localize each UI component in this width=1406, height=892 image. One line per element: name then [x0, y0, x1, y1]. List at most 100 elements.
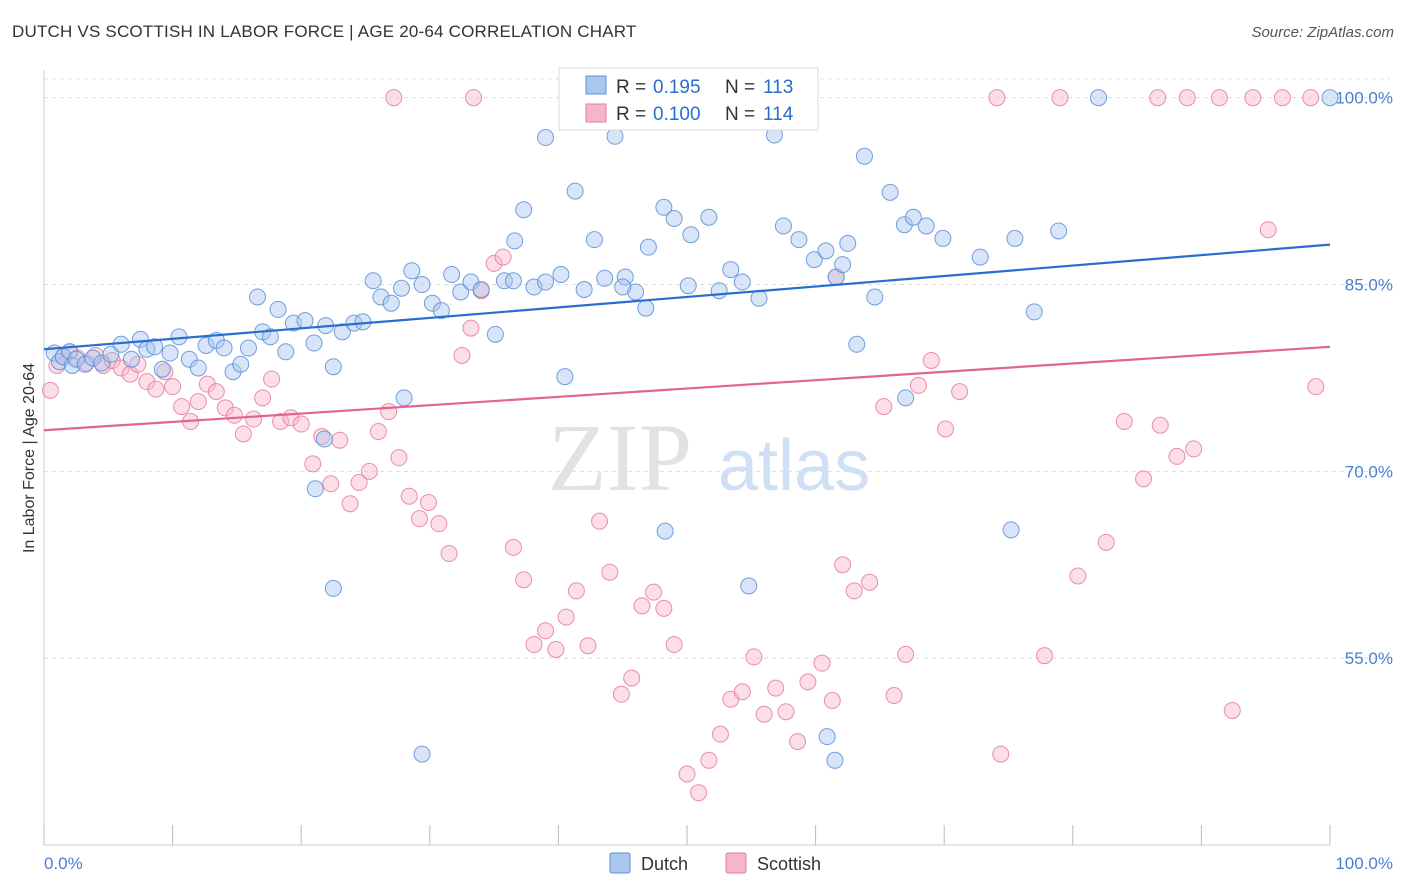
chart-title: DUTCH VS SCOTTISH IN LABOR FORCE | AGE 2…: [12, 22, 637, 41]
data-point: [936, 420, 954, 438]
data-point: [1321, 89, 1339, 107]
data-point: [601, 563, 619, 581]
data-point: [818, 728, 836, 746]
data-point: [380, 403, 398, 421]
data-point: [403, 262, 421, 280]
dutch-n-label: N =: [725, 77, 755, 98]
data-point: [881, 183, 899, 201]
data-point: [845, 582, 863, 600]
data-point: [324, 358, 342, 376]
data-point: [296, 312, 314, 330]
data-point: [637, 299, 655, 317]
x-tick-label-min: 0.0%: [44, 854, 83, 873]
series-legend: Dutch Scottish: [609, 852, 821, 874]
data-point: [161, 344, 179, 362]
data-point: [805, 251, 823, 269]
data-point: [834, 256, 852, 274]
data-point: [360, 462, 378, 480]
legend-dutch-swatch: [609, 852, 631, 874]
data-point: [1307, 378, 1325, 396]
data-point: [1135, 470, 1153, 488]
data-point: [616, 268, 634, 286]
data-point: [369, 422, 387, 440]
data-point: [1168, 447, 1186, 465]
data-point: [585, 231, 603, 249]
data-point: [1050, 222, 1068, 240]
series-scottish-points: [41, 89, 1325, 802]
data-point: [774, 217, 792, 235]
data-point: [1025, 303, 1043, 321]
series-dutch-points: [45, 89, 1339, 769]
dutch-n-value: 113: [763, 77, 793, 98]
data-point: [1036, 647, 1054, 665]
data-point: [799, 673, 817, 691]
data-point: [665, 635, 683, 653]
data-point: [710, 282, 728, 300]
data-point: [665, 209, 683, 227]
y-tick-label: 100.0%: [1335, 89, 1393, 108]
data-point: [1069, 567, 1087, 585]
data-point: [722, 261, 740, 279]
data-point: [304, 455, 322, 473]
data-point: [679, 277, 697, 295]
data-point: [839, 234, 857, 252]
data-point: [263, 370, 281, 388]
data-point: [904, 208, 922, 226]
axes: [43, 70, 1331, 846]
data-point: [322, 475, 340, 493]
data-point: [813, 654, 831, 672]
data-point: [1185, 440, 1203, 458]
data-point: [254, 389, 272, 407]
y-tick-label: 85.0%: [1345, 276, 1393, 295]
data-point: [678, 765, 696, 783]
data-point: [777, 703, 795, 721]
trend-lines: [43, 243, 1331, 432]
x-tick-label-max: 100.0%: [1335, 854, 1393, 873]
data-point: [207, 383, 225, 401]
data-point: [682, 226, 700, 244]
data-point: [1223, 701, 1241, 719]
data-point: [951, 383, 969, 401]
data-point: [313, 427, 331, 445]
data-point: [504, 538, 522, 556]
data-point: [596, 269, 614, 287]
data-point: [992, 745, 1010, 763]
watermark: ZIP atlas: [548, 404, 870, 511]
data-point: [655, 599, 673, 617]
legend-dutch-label: Dutch: [641, 854, 688, 874]
data-point: [393, 279, 411, 297]
data-point: [84, 349, 102, 367]
data-point: [486, 325, 504, 343]
data-point: [41, 381, 59, 399]
data-point: [494, 248, 512, 266]
data-point: [350, 474, 368, 492]
data-point: [591, 512, 609, 530]
data-point: [315, 430, 333, 448]
y-tick-label: 55.0%: [1345, 649, 1393, 668]
watermark-atlas: atlas: [718, 426, 870, 506]
watermark-zip: ZIP: [548, 404, 692, 511]
data-point: [395, 389, 413, 407]
data-point: [790, 231, 808, 249]
data-point: [834, 556, 852, 574]
data-point: [1090, 89, 1108, 107]
data-point: [462, 319, 480, 337]
data-point: [1097, 533, 1115, 551]
data-point: [1210, 89, 1228, 107]
data-point: [934, 229, 952, 247]
dutch-r-value: 0.195: [653, 77, 701, 98]
dutch-swatch: [585, 75, 607, 95]
data-point: [823, 692, 841, 710]
data-point: [552, 266, 570, 284]
data-point: [331, 431, 349, 449]
data-point: [525, 635, 543, 653]
data-point: [1115, 413, 1133, 431]
data-point: [156, 363, 174, 381]
data-point: [453, 347, 471, 365]
source-credit: Source: ZipAtlas.com: [1251, 24, 1394, 41]
data-point: [382, 294, 400, 312]
data-point: [67, 350, 85, 368]
data-point: [690, 784, 708, 802]
scottish-n-label: N =: [725, 104, 755, 125]
